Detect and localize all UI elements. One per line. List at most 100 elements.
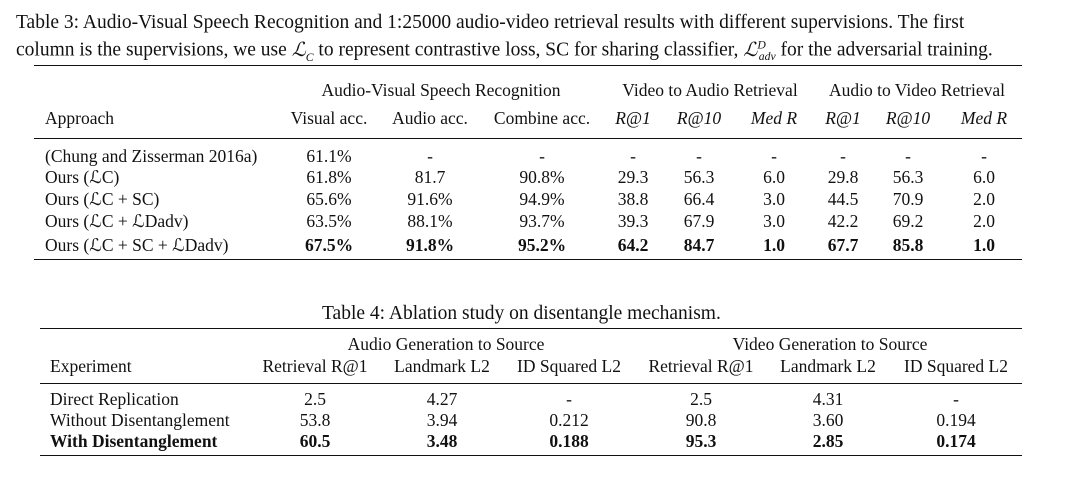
- table-cell: 29.3: [617, 167, 649, 187]
- table4-top-rule: [40, 328, 1022, 329]
- col-header-audio-landmark: Landmark L2: [394, 356, 490, 376]
- contrastive-loss-symbol: ℒC: [291, 39, 314, 64]
- table-cell: 90.8: [685, 410, 717, 430]
- col-header-v2a-r1: R@1: [615, 108, 651, 128]
- row-label: Ours (ℒC + SC): [45, 189, 160, 209]
- row-label: Ours (ℒC + ℒDadv): [45, 211, 189, 231]
- table-cell: 2.5: [690, 389, 712, 409]
- table-cell: 56.3: [683, 167, 715, 187]
- table-cell: 88.1%: [407, 211, 453, 231]
- row-label: Without Disentanglement: [50, 410, 230, 430]
- table3-bottom-rule: [34, 259, 1022, 260]
- table-cell: 2.5: [304, 389, 326, 409]
- table-cell: 4.27: [426, 389, 458, 409]
- group-header-avsr: Audio-Visual Speech Recognition: [321, 80, 561, 100]
- table3-caption-line2: column is the supervisions, we use ℒC to…: [16, 38, 993, 64]
- table-cell: 95.3: [685, 431, 717, 451]
- table-cell: 67.7: [827, 235, 859, 255]
- col-header-audio-retrieval: Retrieval R@1: [262, 356, 368, 376]
- table-cell: 3.94: [426, 410, 458, 430]
- col-header-v2a-medr: Med R: [750, 108, 798, 128]
- table4-bottom-rule: [40, 455, 1022, 456]
- table-cell: 84.7: [683, 235, 715, 255]
- col-header-video-id: ID Squared L2: [903, 356, 1009, 376]
- table3-caption: Table 3: Audio-Visual Speech Recognition…: [16, 12, 1066, 68]
- table-cell: -: [840, 146, 846, 166]
- col-header-video-landmark: Landmark L2: [780, 356, 876, 376]
- table-cell: 6.0: [763, 167, 785, 187]
- table3-top-rule: [34, 65, 1022, 66]
- row-label: Ours (ℒC + SC + ℒDadv): [45, 235, 229, 255]
- table-cell: 60.5: [299, 431, 331, 451]
- col-header-video-retrieval: Retrieval R@1: [648, 356, 754, 376]
- col-header-a2v-r10: R@10: [885, 108, 931, 128]
- col-header-audio-id: ID Squared L2: [516, 356, 622, 376]
- row-label: (Chung and Zisserman 2016a): [45, 146, 258, 166]
- table-cell: -: [696, 146, 702, 166]
- table-cell: 85.8: [892, 235, 924, 255]
- table-cell: 42.2: [827, 211, 859, 231]
- table-cell: -: [427, 146, 433, 166]
- table-cell: 39.3: [617, 211, 649, 231]
- table4-caption: Table 4: Ablation study on disentangle m…: [322, 303, 721, 324]
- table-cell: 29.8: [827, 167, 859, 187]
- table-cell: 6.0: [973, 167, 995, 187]
- table-cell: 67.9: [683, 211, 715, 231]
- group-header-a2v: Audio to Video Retrieval: [828, 80, 1006, 100]
- table-cell: 2.0: [973, 189, 995, 209]
- table-cell: 3.60: [812, 410, 844, 430]
- col-header-a2v-r1: R@1: [825, 108, 861, 128]
- table-cell: 70.9: [892, 189, 924, 209]
- table-cell: 94.9%: [519, 189, 565, 209]
- row-label: With Disentanglement: [50, 431, 218, 451]
- table-cell: 91.6%: [407, 189, 453, 209]
- table-cell: 90.8%: [519, 167, 565, 187]
- group-header-video-gen: Video Generation to Source: [732, 334, 928, 354]
- table-cell: 2.0: [973, 211, 995, 231]
- group-header-v2a: Video to Audio Retrieval: [622, 80, 798, 100]
- table-cell: 56.3: [892, 167, 924, 187]
- table-cell: 3.0: [763, 211, 785, 231]
- table4-mid-rule: [40, 383, 1022, 384]
- table-cell: 0.188: [549, 431, 589, 451]
- table3-mid-rule: [34, 138, 1022, 139]
- col-header-visual-acc: Visual acc.: [290, 108, 368, 128]
- table-cell: 0.174: [936, 431, 976, 451]
- table-cell: 66.4: [683, 189, 715, 209]
- col-header-a2v-medr: Med R: [960, 108, 1008, 128]
- table-cell: 63.5%: [306, 211, 352, 231]
- col-header-audio-acc: Audio acc.: [392, 108, 468, 128]
- col-header-approach: Approach: [45, 108, 115, 128]
- table3-caption-line1: Table 3: Audio-Visual Speech Recognition…: [16, 12, 965, 33]
- table-cell: 61.1%: [306, 146, 352, 166]
- table-cell: -: [953, 389, 959, 409]
- table-cell: 1.0: [973, 235, 995, 255]
- table-cell: 3.48: [426, 431, 458, 451]
- table-cell: 64.2: [617, 235, 649, 255]
- table-cell: 81.7: [414, 167, 446, 187]
- table-cell: 67.5%: [304, 235, 354, 255]
- col-header-combine-acc: Combine acc.: [493, 108, 591, 128]
- table-cell: -: [630, 146, 636, 166]
- col-header-experiment: Experiment: [50, 356, 132, 376]
- table-cell: 53.8: [299, 410, 331, 430]
- table-cell: -: [981, 146, 987, 166]
- table-cell: 38.8: [617, 189, 649, 209]
- table-cell: 44.5: [827, 189, 859, 209]
- table-cell: -: [566, 389, 572, 409]
- table-cell: -: [771, 146, 777, 166]
- col-header-v2a-r10: R@10: [676, 108, 722, 128]
- table-cell: 93.7%: [519, 211, 565, 231]
- table-cell: 2.85: [812, 431, 844, 451]
- table-cell: 4.31: [812, 389, 844, 409]
- table-cell: -: [905, 146, 911, 166]
- table-cell: 69.2: [892, 211, 924, 231]
- table-cell: 61.8%: [306, 167, 352, 187]
- table-cell: 91.8%: [405, 235, 455, 255]
- adversarial-loss-symbol: ℒDadv: [743, 38, 776, 64]
- row-label: Ours (ℒC): [45, 167, 120, 187]
- table-cell: 3.0: [763, 189, 785, 209]
- row-label: Direct Replication: [50, 389, 179, 409]
- table-cell: 95.2%: [517, 235, 567, 255]
- group-header-audio-gen: Audio Generation to Source: [347, 334, 545, 354]
